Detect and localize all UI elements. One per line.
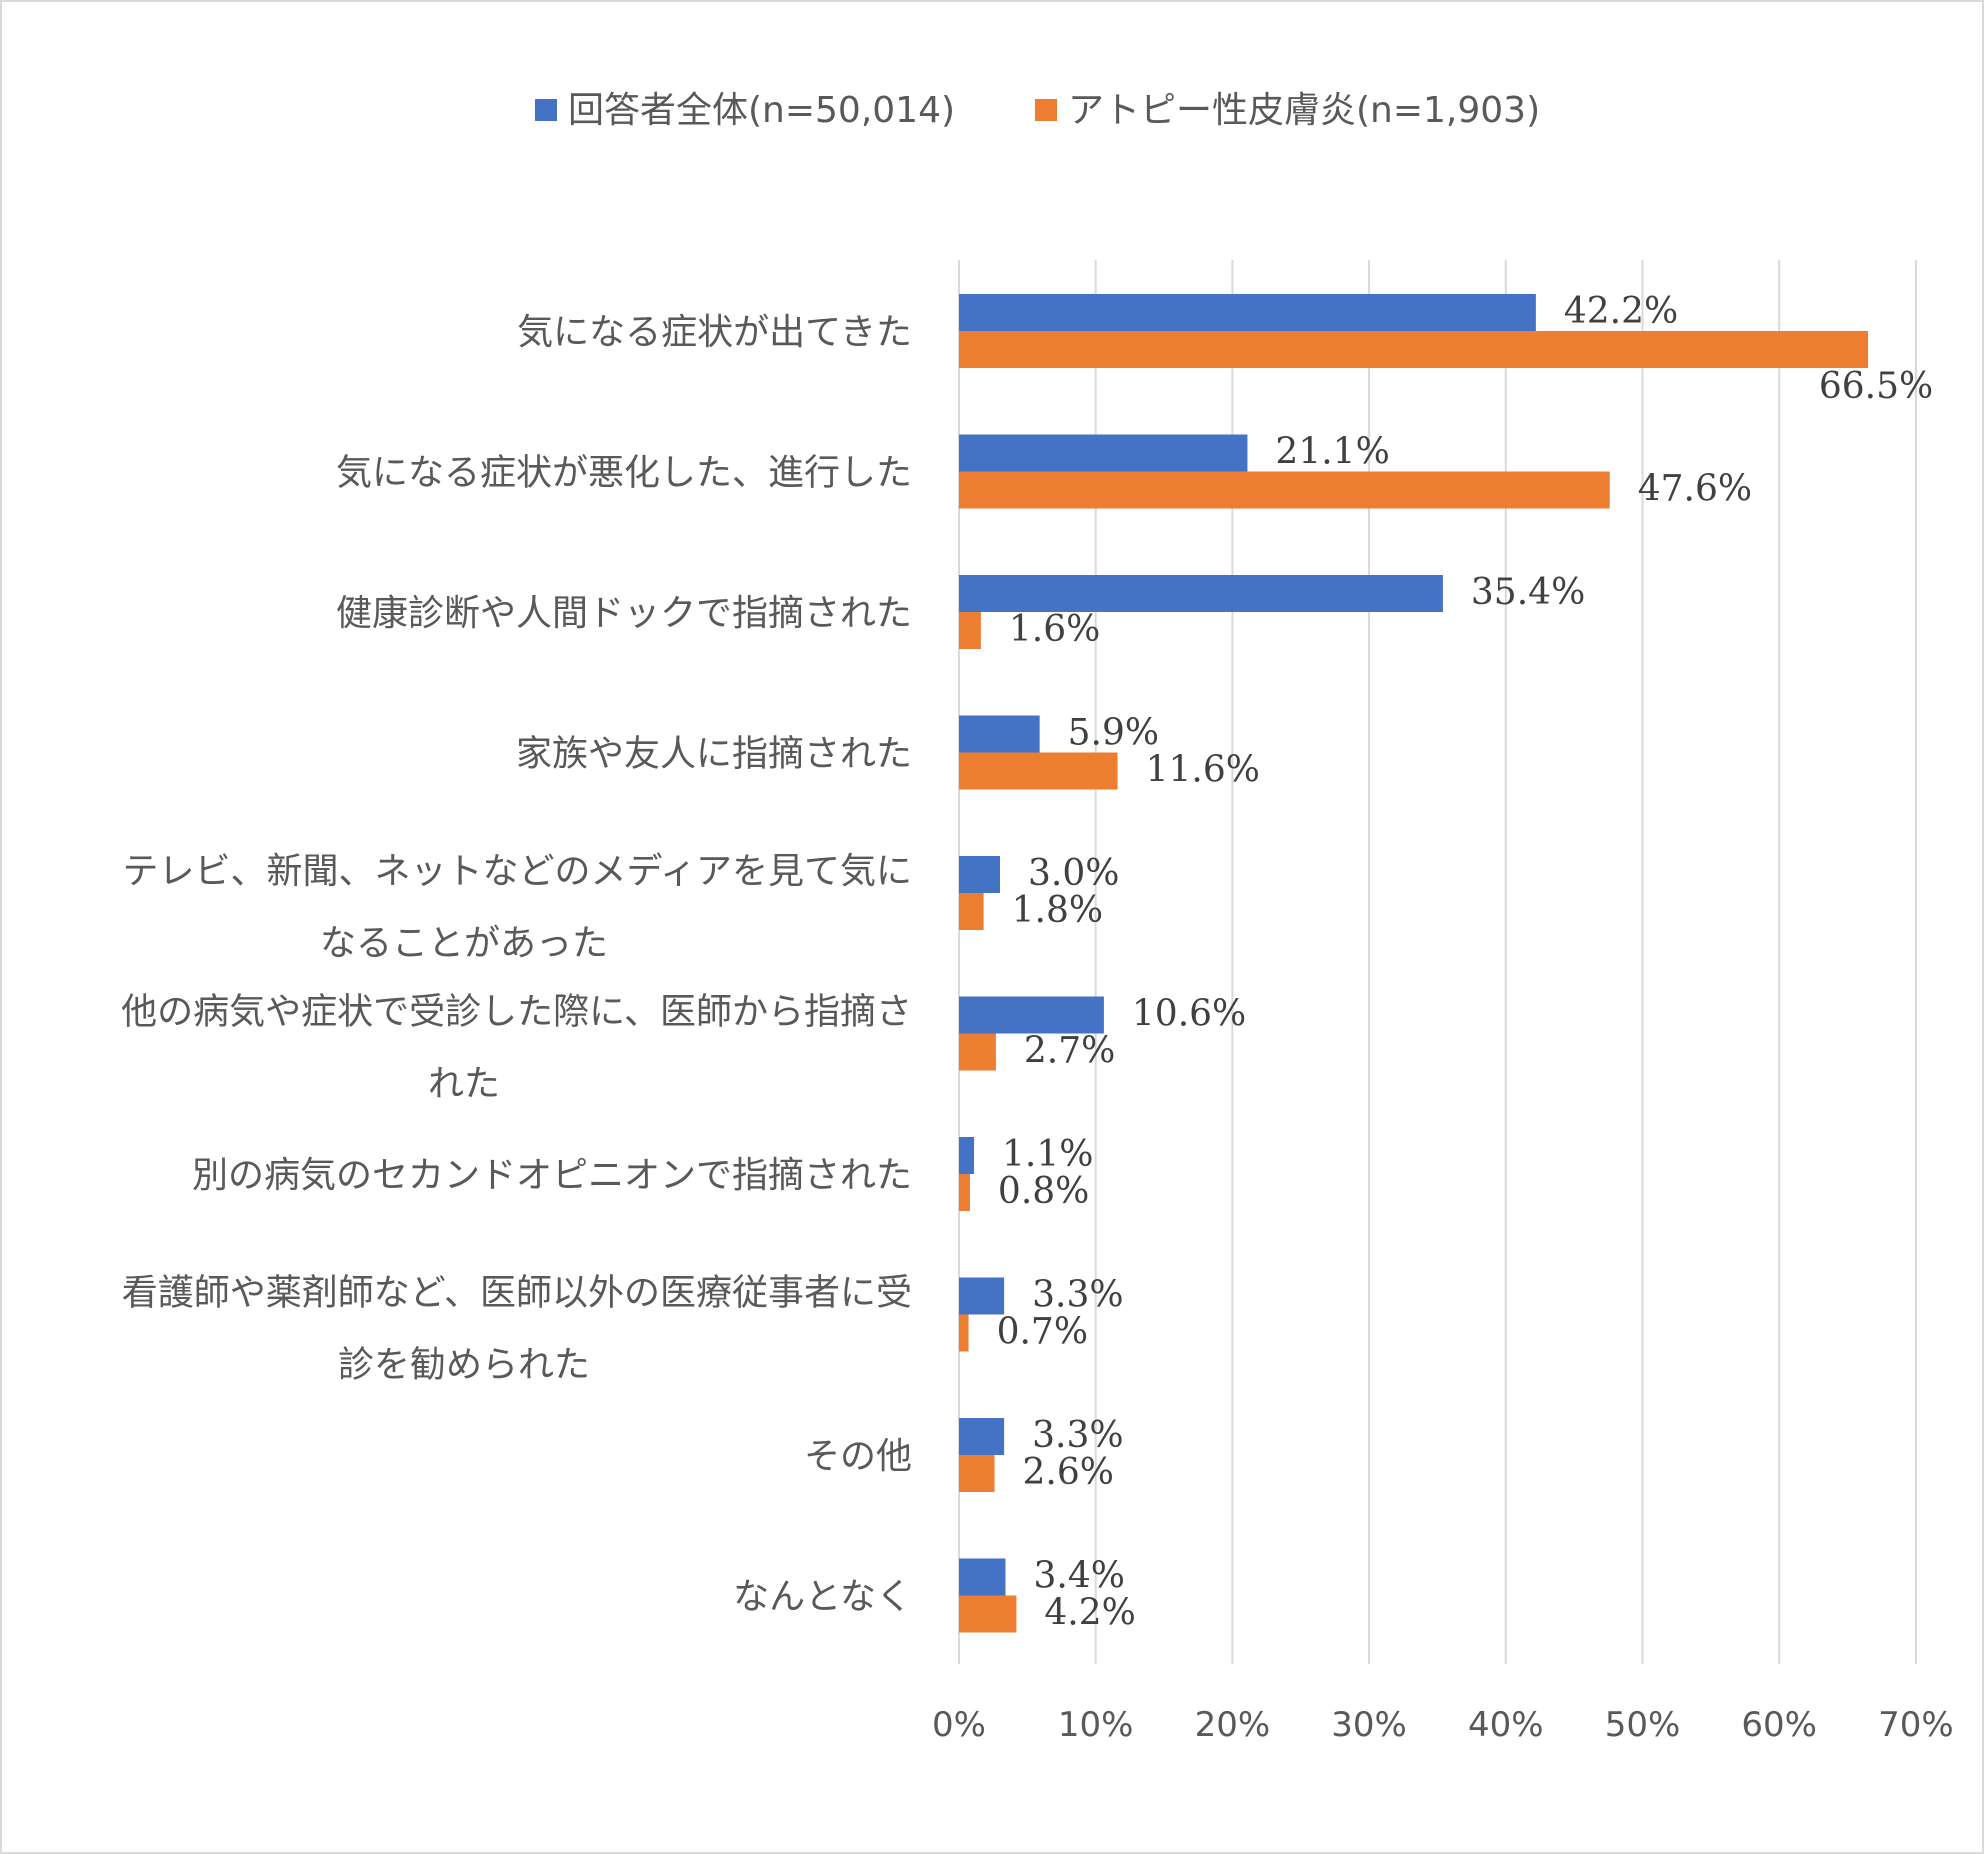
data-label: 5.9% (1068, 713, 1159, 754)
data-label: 3.3% (1032, 1275, 1123, 1316)
data-label: 4.2% (1044, 1593, 1135, 1634)
data-label: 21.1% (1275, 432, 1389, 473)
data-label: 0.7% (997, 1312, 1088, 1353)
data-label: 3.4% (1033, 1556, 1124, 1597)
bar-atopic-dermatitis (959, 1174, 970, 1211)
data-label: 1.8% (1012, 890, 1103, 931)
category-label: 他の病気や症状で受診した際に、医師から指摘さ (121, 992, 912, 1033)
legend-swatch-all-respondents (535, 99, 557, 121)
category-label: 気になる症状が悪化した、進行した (336, 453, 912, 494)
bar-all-respondents (959, 294, 1536, 331)
legend-label-all-respondents: 回答者全体(n=50,014) (568, 90, 955, 131)
bar-atopic-dermatitis (959, 893, 984, 930)
x-tick-label: 20% (1195, 1705, 1271, 1745)
bar-all-respondents (959, 1418, 1005, 1455)
bar-all-respondents (959, 575, 1443, 612)
bar-all-respondents (959, 856, 1001, 893)
category-label: 別の病気のセカンドオピニオンで指摘された (192, 1155, 912, 1196)
bar-atopic-dermatitis (959, 1033, 996, 1071)
bar-all-respondents (959, 1558, 1006, 1596)
x-axis-tick-labels: 0% 10% 20% 30% 40% 50% 60% 70% (932, 1705, 1954, 1745)
data-label: 1.6% (1009, 609, 1100, 650)
category-label: その他 (804, 1436, 912, 1477)
data-label: 0.8% (998, 1171, 1089, 1212)
data-label: 2.7% (1024, 1031, 1115, 1072)
bar-all-respondents (959, 996, 1104, 1034)
category-label-line2: れた (428, 1064, 500, 1105)
legend-label-atopic-dermatitis: アトピー性皮膚炎(n=1,903) (1068, 90, 1540, 131)
category-label-line2: なることがあった (320, 923, 608, 964)
category-label: テレビ、新聞、ネットなどのメディアを見て気に (123, 851, 912, 892)
x-tick-label: 40% (1468, 1705, 1544, 1745)
data-label: 1.1% (1002, 1134, 1093, 1175)
data-labels: 42.2% 66.5% 21.1% 47.6% 35.4% 1.6% 5.9%11.6% 3.… (997, 291, 1934, 1634)
bar-atopic-dermatitis (959, 1314, 969, 1352)
data-label: 35.4% (1471, 572, 1585, 613)
bar-atopic-dermatitis (959, 1595, 1017, 1633)
bar-atopic-dermatitis (959, 331, 1869, 368)
category-label-line2: 診を勧められた (338, 1345, 590, 1386)
data-label: 3.0% (1028, 853, 1119, 894)
bar-atopic-dermatitis (959, 612, 981, 649)
bar-all-respondents (959, 1277, 1005, 1315)
x-tick-label: 0% (932, 1705, 986, 1745)
category-label: 家族や友人に指摘された (516, 734, 912, 775)
data-label: 3.3% (1032, 1415, 1123, 1456)
x-tick-label: 10% (1058, 1705, 1134, 1745)
category-label: 看護師や薬剤師など、医師以外の医療従事者に受 (122, 1273, 912, 1314)
data-label: 47.6% (1638, 469, 1752, 510)
data-label: 10.6% (1132, 994, 1246, 1035)
category-label: なんとなく (733, 1577, 912, 1618)
bar-atopic-dermatitis (959, 1455, 995, 1492)
data-label: 42.2% (1564, 291, 1678, 332)
bar-all-respondents (959, 715, 1040, 753)
x-tick-label: 50% (1605, 1705, 1681, 1745)
bar-atopic-dermatitis (959, 471, 1610, 509)
bars (959, 294, 1869, 1633)
legend-swatch-atopic-dermatitis (1035, 99, 1057, 121)
category-label: 気になる症状が出てきた (517, 312, 912, 353)
x-tick-label: 30% (1331, 1705, 1407, 1745)
bar-all-respondents (959, 434, 1248, 472)
category-labels: 気になる症状が出てきた気になる症状が悪化した、進行した健康診断や人間ドックで指摘… (121, 312, 912, 1618)
category-label: 健康診断や人間ドックで指摘された (336, 593, 912, 634)
bar-atopic-dermatitis (959, 752, 1118, 790)
data-label: 66.5% (1819, 366, 1933, 407)
data-label: 11.6% (1146, 750, 1260, 791)
bar-all-respondents (959, 1137, 975, 1174)
x-tick-label: 60% (1741, 1705, 1817, 1745)
data-label: 2.6% (1023, 1452, 1114, 1493)
x-tick-label: 70% (1878, 1705, 1954, 1745)
legend: 回答者全体(n=50,014) アトピー性皮膚炎(n=1,903) (535, 90, 1540, 131)
